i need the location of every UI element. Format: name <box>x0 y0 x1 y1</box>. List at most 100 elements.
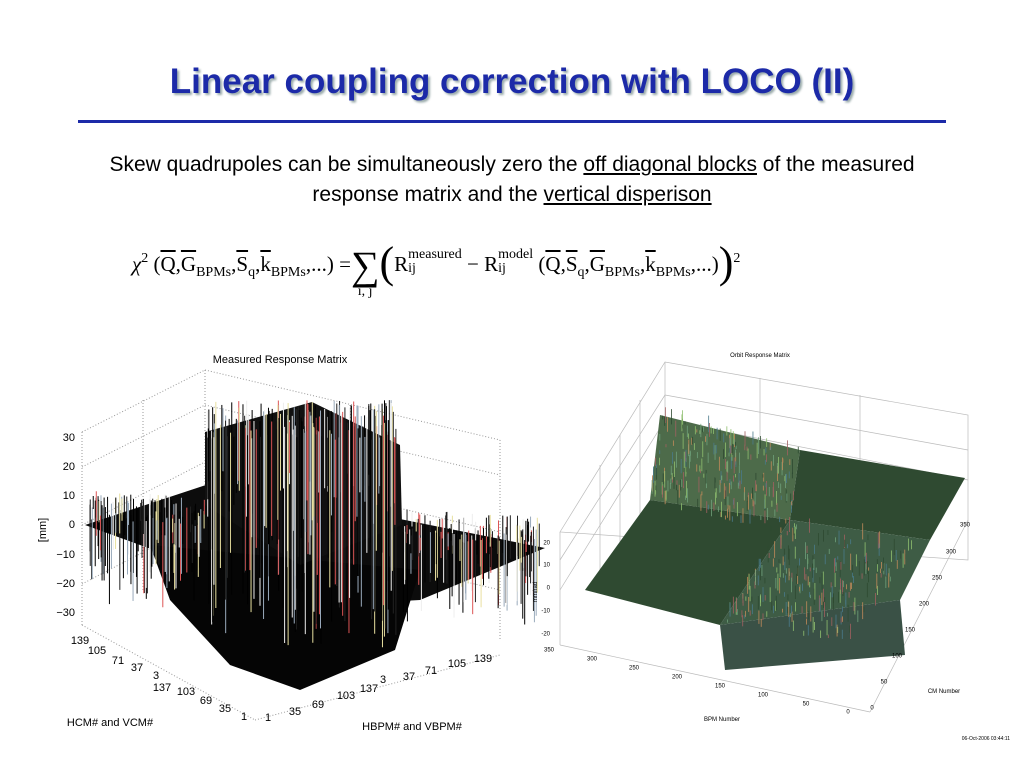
f: − R <box>467 251 499 276</box>
body-text: Skew quadrupoles can be simultaneously z… <box>70 150 954 210</box>
f: , <box>639 251 646 276</box>
f: χ <box>132 251 142 276</box>
tick-label: −30 <box>56 607 75 619</box>
f: ( <box>538 251 546 276</box>
tick-label: 150 <box>715 684 726 690</box>
tick-label: 139 <box>474 653 492 665</box>
f: ij <box>498 261 506 276</box>
f: Q <box>545 251 561 276</box>
tick-label: 105 <box>448 658 466 670</box>
tick-label: 100 <box>892 654 903 660</box>
tick-label: 0 <box>846 710 850 716</box>
z-label: [mm] <box>37 518 49 542</box>
f: G <box>180 251 197 276</box>
tick-label: 250 <box>629 666 640 672</box>
f: BPMs <box>604 264 640 280</box>
text: of the measured response matrix and the <box>312 153 915 206</box>
f: 2 <box>141 250 149 266</box>
f: q <box>577 264 585 280</box>
x-label: BPM Number <box>704 717 740 723</box>
f: , <box>255 251 261 276</box>
left-spikes <box>89 400 540 648</box>
tick-label: 50 <box>803 702 810 708</box>
slide-title: Linear coupling correction with LOCO (II… <box>169 62 855 101</box>
f: , <box>584 251 590 276</box>
f: ,...) = <box>305 251 351 276</box>
tick-label: 105 <box>88 645 106 657</box>
f: i, j <box>357 284 373 299</box>
tick-label: 20 <box>63 461 75 473</box>
f: measured <box>408 247 462 262</box>
tick-label: 103 <box>177 686 195 698</box>
underlined-text: vertical disperison <box>543 183 712 206</box>
f: model ij <box>498 248 533 276</box>
f: R <box>394 251 409 276</box>
f: BPMs <box>196 264 232 280</box>
tick-label: −10 <box>56 549 75 561</box>
tick-label: 0 <box>69 519 75 531</box>
f: ( <box>153 251 161 276</box>
tick-label: 20 <box>543 541 550 547</box>
tick-label: 3 <box>380 674 386 686</box>
tick-label: 137 <box>153 682 171 694</box>
f: G <box>589 251 605 276</box>
f: k <box>260 251 271 276</box>
tick-label: 1 <box>241 711 247 723</box>
formula: χ2 (Q, GBPMs, Sq, kBPMs,...) = ∑ i, j (R mea… <box>132 237 741 299</box>
tick-label: 1 <box>265 712 271 724</box>
tick-label: 50 <box>881 680 888 686</box>
x-label: HCM# and VCM# <box>67 717 154 729</box>
f: , <box>231 251 237 276</box>
f: ∑ <box>350 243 380 288</box>
tick-label: 200 <box>919 602 930 608</box>
tick-label: 139 <box>71 635 89 647</box>
tick-label: 69 <box>200 695 212 707</box>
f: measured ij <box>408 248 462 276</box>
f: ij <box>408 261 416 276</box>
tick-label: 0 <box>870 706 874 712</box>
tick-label: -10 <box>541 609 550 615</box>
tick-label: 137 <box>360 683 378 695</box>
tick-label: 30 <box>63 432 75 444</box>
tick-label: 250 <box>932 576 943 582</box>
f: BPMs <box>270 264 306 280</box>
f: S <box>236 251 249 276</box>
tick-label: 35 <box>289 706 301 718</box>
f: model <box>498 247 534 262</box>
f: S <box>565 251 578 276</box>
tick-label: 350 <box>544 648 555 654</box>
tick-label: 300 <box>946 550 957 556</box>
f: ,...) <box>690 251 719 276</box>
tick-label: 37 <box>403 671 415 683</box>
y-label: HBPM# and VBPM# <box>362 721 463 733</box>
tick-label: 35 <box>219 703 231 715</box>
plot-title: Measured Response Matrix <box>213 354 348 366</box>
tick-label: -20 <box>541 632 550 638</box>
tick-label: 71 <box>425 665 437 677</box>
f: BPMs <box>655 264 691 280</box>
tick-label: 350 <box>960 523 971 529</box>
tick-label: 300 <box>587 657 598 663</box>
plot-title: Orbit Response Matrix <box>730 353 790 359</box>
text: Skew quadrupoles can be simultaneously z… <box>109 153 584 176</box>
f: ) <box>718 237 734 287</box>
tick-label: 200 <box>672 675 683 681</box>
f: q <box>248 264 256 280</box>
tick-label: 10 <box>63 490 75 502</box>
f: k <box>645 251 656 276</box>
title-rule <box>78 120 946 123</box>
f: ( <box>379 237 395 287</box>
f: 2 <box>733 250 741 266</box>
tick-label: 0 <box>547 586 551 592</box>
tick-label: 103 <box>337 690 355 702</box>
timestamp: 06-Oct-2006 03:44:11 <box>962 736 1010 742</box>
z-label: mm/rad <box>533 582 539 602</box>
tick-label: 69 <box>312 699 324 711</box>
tick-label: 100 <box>758 693 769 699</box>
tick-label: 37 <box>131 662 143 674</box>
tick-label: 10 <box>543 563 550 569</box>
tick-label: 71 <box>112 655 124 667</box>
right-surface <box>585 415 965 670</box>
